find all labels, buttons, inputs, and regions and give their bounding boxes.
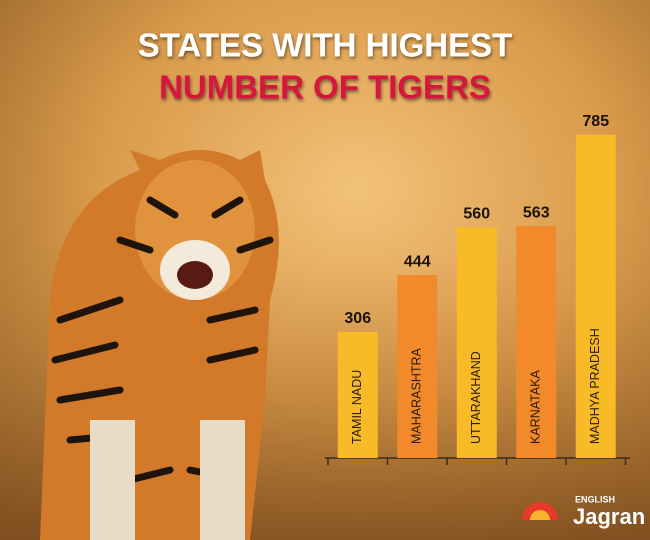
category-label: MAHARASHTRA (410, 347, 424, 444)
category-label: MADHYA PRADESH (588, 328, 602, 444)
tiger (40, 150, 279, 540)
logo-name: Jagran (573, 504, 645, 529)
value-label: 785 (582, 113, 609, 130)
value-label: 306 (344, 310, 371, 327)
value-label: 444 (404, 253, 431, 270)
chart-title: STATES WITH HIGHEST (138, 27, 513, 64)
category-label: KARNATAKA (529, 369, 543, 444)
logo: ENGLISH Jagran (522, 494, 645, 529)
bar (516, 226, 557, 458)
logo-icon-inner (530, 510, 550, 520)
value-label: 563 (523, 204, 550, 221)
category-label: UTTARAKHAND (469, 351, 483, 444)
category-label: TAMIL NADU (350, 370, 364, 444)
bar (397, 275, 438, 458)
bar (337, 331, 378, 458)
bar (456, 227, 497, 458)
value-label: 560 (463, 205, 490, 222)
bar (575, 134, 616, 458)
chart-title: NUMBER OF TIGERS (159, 69, 491, 106)
logo-small: ENGLISH (575, 494, 615, 504)
